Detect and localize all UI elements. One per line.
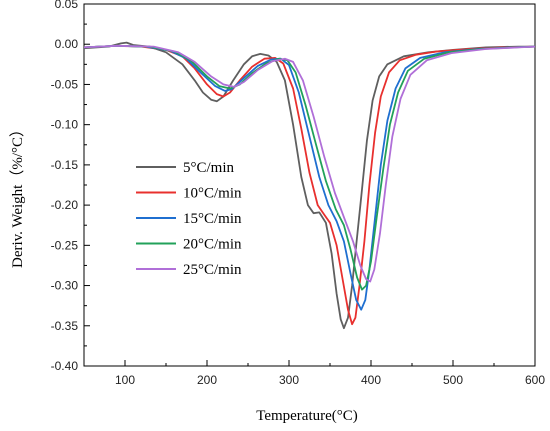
y-tick-label: -0.10 [51,118,79,132]
y-tick-label: -0.25 [51,238,79,252]
y-tick-label: -0.40 [51,359,79,373]
y-tick-label: -0.30 [51,279,79,293]
x-tick-label: 200 [197,373,217,387]
legend-label-2: 10°C/min [183,186,242,202]
x-tick-label: 100 [115,373,135,387]
series-line-2 [83,44,536,326]
x-tick-label: 300 [279,373,299,387]
legend: 5°C/min 10°C/min 15°C/min 20°C/min 25°C/min [136,160,242,278]
x-axis-title: Temperature(°C) [256,408,358,424]
series-line-4 [83,44,536,291]
legend-label-4: 20°C/min [183,237,242,253]
series-layer [83,41,536,330]
y-axis-title: Deriv. Weight（%/°C） [9,122,26,268]
x-tick-label: 500 [443,373,463,387]
series-line-1 [83,41,535,330]
y-tick-label: 0.00 [55,37,79,51]
series-line-3 [83,44,536,311]
x-tick-label: 400 [361,373,381,387]
legend-label-1: 5°C/min [183,160,235,176]
y-tick-label: -0.15 [51,158,79,172]
x-tick-label: 600 [525,373,545,387]
legend-label-5: 25°C/min [183,262,242,278]
legend-label-3: 15°C/min [183,211,242,227]
y-tick-label: -0.35 [51,319,79,333]
series-line-5 [83,44,536,283]
y-tick-label: -0.20 [51,198,79,212]
axes-group: 100 200 300 400 500 600 0.05 0.00 -0.05 -0.10 -0.1… [51,0,546,387]
y-tick-label: -0.05 [51,77,79,91]
y-tick-label: 0.05 [55,0,79,11]
